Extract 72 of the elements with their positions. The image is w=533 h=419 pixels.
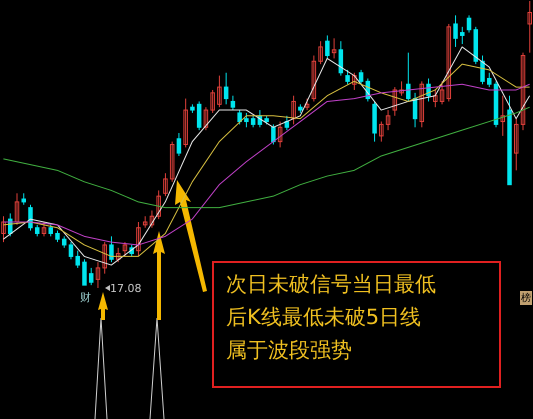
candlestick: [352, 72, 357, 90]
candlestick: [345, 69, 350, 85]
candlestick: [14, 192, 20, 226]
candlestick: [278, 121, 282, 148]
candlestick: [224, 72, 228, 105]
candlestick: [170, 141, 174, 182]
candlestick: [21, 192, 26, 206]
candlestick: [96, 262, 100, 288]
text: 财: [80, 290, 91, 305]
text: 属于波段强势: [226, 337, 352, 364]
candlestick: [392, 86, 398, 116]
candlestick: [196, 100, 202, 131]
candlestick: [34, 224, 40, 237]
candlestick: [406, 52, 411, 102]
candlestick: [250, 115, 256, 128]
candlestick: [176, 132, 182, 156]
candlestick: [230, 95, 236, 111]
candlestick: [62, 236, 66, 248]
candlestick: [210, 89, 215, 114]
candlestick: [237, 110, 242, 125]
candlestick: [460, 26, 465, 45]
candlestick: [312, 55, 316, 102]
candlestick: [82, 258, 87, 286]
candlestick: [433, 89, 438, 108]
text: 后K线最低未破5日线: [226, 304, 422, 331]
candlestick: [142, 216, 148, 228]
candlestick: [399, 80, 404, 96]
candlestick: [338, 40, 344, 76]
candlestick: [88, 267, 94, 286]
candlestick: [420, 80, 424, 128]
candlestick: [116, 247, 120, 263]
candlestick: [217, 75, 222, 108]
candlestick: [102, 242, 107, 274]
candlestick: [487, 72, 492, 88]
candlestick: [68, 242, 74, 260]
candlestick: [136, 221, 141, 257]
candlestick: [514, 118, 519, 171]
candlestick: [271, 124, 276, 145]
candlestick: [204, 106, 208, 131]
candlestick: [55, 230, 60, 243]
candlestick: [48, 224, 53, 237]
candlestick: [42, 221, 46, 237]
candlestick: [520, 52, 526, 131]
candlestick: [163, 172, 168, 197]
candlestick: [318, 40, 323, 65]
candlestick: [480, 55, 485, 85]
candlestick: [440, 80, 444, 105]
candlestick: [500, 95, 506, 136]
text: 榜: [520, 291, 532, 305]
annotation: 17.08: [110, 282, 142, 295]
candlestick: [325, 34, 330, 59]
candlestick: [386, 110, 390, 131]
candlestick: [150, 210, 154, 228]
candlestick: [109, 236, 114, 263]
annotation: 次日未破信号当日最低: [226, 271, 436, 298]
candlestick: [466, 14, 472, 34]
candlestick: [1, 216, 6, 243]
candlestick: [358, 69, 364, 85]
candlestick: [75, 250, 80, 268]
candlestick: [156, 190, 161, 220]
candlestick: [332, 38, 336, 59]
candlestick: [291, 95, 296, 125]
candlestick: [183, 98, 188, 148]
candlestick: [122, 242, 128, 257]
candlestick: [304, 98, 310, 111]
candlestick: [412, 92, 418, 128]
candlestick: [284, 115, 290, 131]
candlestick: [528, 1, 532, 54]
candlestick: [244, 112, 249, 128]
candlestick: [446, 23, 452, 102]
candlestick: [453, 14, 458, 48]
candlestick: [379, 121, 384, 142]
